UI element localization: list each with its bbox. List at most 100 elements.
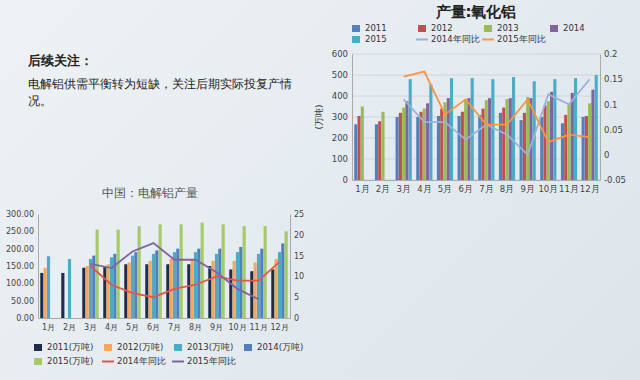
bar [155,250,158,318]
y2-axis-tick-label: 0.2 [604,49,618,59]
bar [375,124,378,180]
legend-item: 2015(万吨) [34,356,93,366]
y-axis-line [38,215,39,319]
bar [257,254,260,318]
legend-item: 2013(万吨) [174,342,233,352]
bar [61,273,64,318]
bar [285,231,288,318]
bar [208,266,211,318]
y-axis-tick: 100 [332,154,352,164]
chart: 0100200300400500600-0.0500.050.10.150.21… [314,3,626,194]
y-axis-tick-label: 0.00 [16,314,34,323]
bar [229,269,232,318]
y2-axis-tick-label: 0.15 [604,74,623,84]
bar [574,78,577,180]
bar [170,259,173,318]
y2-axis-tick: 10 [290,272,304,281]
bar [437,116,440,180]
bar [396,117,399,180]
grid-line [352,96,600,97]
legend-item: 2012 [418,23,453,33]
bar [180,224,183,318]
y-axis-tick-label: 150.00 [6,262,34,271]
legend-item: 2015 [352,34,387,44]
y-axis-tick-label: 600 [332,49,348,59]
y-axis-tick: 100.00 [6,279,38,288]
x-tick-label: 11月 [249,323,267,332]
bar [458,116,461,180]
y2-axis-tick-label: 25 [294,210,304,219]
x-tick-label: 7月 [168,323,181,332]
y-axis-tick-label: 250.00 [6,227,34,236]
x-tick-label: 5月 [126,323,139,332]
legend-item: 2011(万吨) [34,342,93,352]
y-axis-title: (万吨) [314,104,324,129]
bar [402,108,405,180]
y-axis-tick-label: 300 [332,112,348,122]
y2-axis-tick-label: 0 [604,150,609,160]
legend-swatch [34,344,42,351]
bar [173,252,176,318]
bar [358,116,361,180]
y2-axis-tick-label: -0.05 [604,175,626,185]
bar [405,101,408,180]
bar [526,97,529,180]
y2-axis-tick-label: 0.05 [604,125,623,135]
legend-label: 2014(万吨) [257,342,303,352]
legend-label: 2011(万吨) [47,342,93,352]
x-tick-label: 8月 [189,323,202,332]
y-axis: 0.0050.00100.00150.00200.00250.00300.00 [6,210,39,323]
legend-item: 2014 [550,23,585,33]
grid [352,54,600,180]
y2-axis-tick-label: 10 [294,272,304,281]
y2-axis-tick: 0.15 [600,74,623,84]
x-tick: 12月 [580,180,600,194]
y2-axis-tick: 0.05 [600,125,623,135]
x-tick: 9月 [520,180,534,194]
bar [585,116,588,180]
grid-line [352,117,600,118]
x-tick-label: 2月 [63,323,76,332]
x-tick-label: 3月 [396,184,410,194]
bar [505,99,508,180]
bar [201,223,204,318]
notes: 后续关注：电解铝供需平衡转为短缺，关注后期实际投复产情况。 [28,52,300,110]
x-tick-label: 1月 [42,323,55,332]
y-axis-tick-label: 100 [332,154,348,164]
x-tick-label: 12月 [580,184,600,194]
bar [485,100,488,180]
bar [423,109,426,180]
legend-label: 2011 [365,23,387,33]
marks [354,72,598,180]
grid-line [352,75,600,76]
bar [491,79,494,180]
y-axis-tick: 400 [332,91,352,101]
x-axis-line [39,318,291,319]
bar [44,268,47,318]
x-tick-label: 9月 [210,323,223,332]
legend-label: 2014 [563,23,585,33]
legend-swatch [104,344,112,351]
y-axis-tick: 0.00 [16,314,38,323]
bar [440,109,443,180]
legend-swatch [34,358,42,365]
y2-axis-tick: 0 [290,314,299,323]
y-axis-tick: 50.00 [11,297,38,306]
x-axis: 1月2月3月4月5月6月7月8月9月10月11月12月 [353,180,601,194]
legend-label: 2015 [365,34,387,44]
y2-axis-tick-label: 15 [294,252,304,261]
y2-axis-tick: 0.2 [600,49,618,59]
y2-axis-tick: 0.1 [600,100,618,110]
bar [478,115,481,180]
bar [595,75,598,180]
bar [68,259,71,318]
y2-axis-tick: 20 [290,231,304,240]
bar [399,113,402,180]
x-tick-label: 2月 [376,184,390,194]
y2-axis-tick: 25 [290,210,304,219]
marks [40,223,287,318]
bar-series [47,252,281,318]
y-axis-tick: 600 [332,49,352,59]
legend-label: 2015年同比 [187,356,236,366]
y-axis: 0100200300400500600 [332,49,353,185]
